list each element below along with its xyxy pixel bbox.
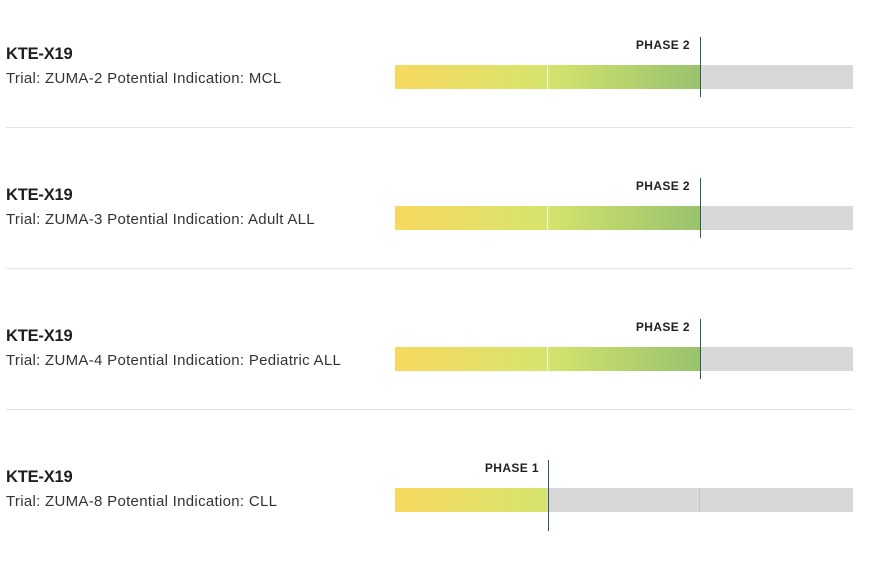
phase-progress-track — [395, 65, 853, 89]
row-divider — [6, 409, 853, 410]
trial-info: Trial: ZUMA-3 Potential Indication: Adul… — [6, 211, 315, 228]
phase-2-fill — [548, 206, 700, 230]
pipeline-row: KTE-X19 Trial: ZUMA-8 Potential Indicati… — [0, 423, 871, 564]
phase-divider — [547, 347, 548, 371]
pipeline-row: KTE-X19 Trial: ZUMA-2 Potential Indicati… — [0, 0, 871, 141]
drug-name: KTE-X19 — [6, 468, 73, 486]
phase-marker — [700, 37, 701, 97]
phase-1-fill — [395, 347, 547, 371]
row-divider — [6, 268, 853, 269]
phase-marker — [700, 178, 701, 238]
phase-divider — [547, 65, 548, 89]
phase-progress-track — [395, 488, 853, 512]
drug-name: KTE-X19 — [6, 45, 73, 63]
phase-marker — [548, 460, 549, 531]
phase-label: PHASE 1 — [484, 461, 539, 475]
phase-2-fill — [548, 65, 700, 89]
trial-info: Trial: ZUMA-4 Potential Indication: Pedi… — [6, 352, 342, 369]
phase-progress-track — [395, 206, 853, 230]
phase-marker — [700, 319, 701, 379]
phase-label: PHASE 2 — [635, 38, 690, 52]
drug-name: KTE-X19 — [6, 186, 73, 204]
pipeline-list: KTE-X19 Trial: ZUMA-2 Potential Indicati… — [0, 0, 871, 531]
phase-progress-track — [395, 347, 853, 371]
trial-info: Trial: ZUMA-2 Potential Indication: MCL — [6, 70, 282, 87]
phase-1-fill — [395, 65, 547, 89]
phase-divider — [547, 206, 548, 230]
phase-label: PHASE 2 — [635, 179, 690, 193]
phase-1-fill — [395, 206, 547, 230]
phase-divider — [699, 488, 700, 512]
row-divider — [6, 127, 853, 128]
trial-info: Trial: ZUMA-8 Potential Indication: CLL — [6, 493, 278, 510]
pipeline-row: KTE-X19 Trial: ZUMA-3 Potential Indicati… — [0, 141, 871, 282]
phase-1-fill — [395, 488, 547, 512]
pipeline-row: KTE-X19 Trial: ZUMA-4 Potential Indicati… — [0, 282, 871, 423]
phase-label: PHASE 2 — [635, 320, 690, 334]
drug-name: KTE-X19 — [6, 327, 73, 345]
phase-2-fill — [548, 347, 700, 371]
